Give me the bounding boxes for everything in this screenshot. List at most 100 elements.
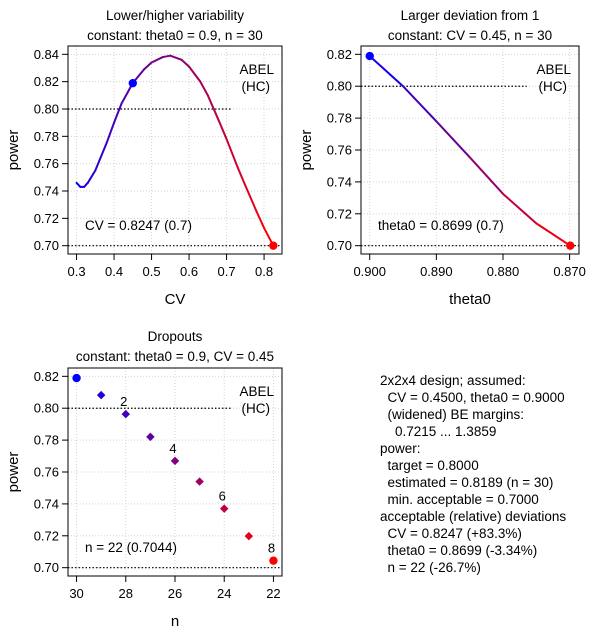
y-tick-label: 0.74: [327, 174, 352, 189]
summary-line: (widened) BE margins:: [380, 407, 525, 422]
summary-line: target = 0.8000: [380, 458, 479, 473]
y-tick-label: 0.72: [327, 206, 352, 221]
limit-annotation: n = 22 (0.7044): [85, 540, 177, 555]
x-tick-label: 30: [69, 586, 83, 601]
x-tick-label: 0.3: [68, 264, 86, 279]
power-curve-segment: [143, 61, 153, 71]
data-point: [195, 477, 204, 486]
power-curve-segment: [501, 192, 538, 225]
summary-line: estimated = 0.8189 (n = 30): [380, 475, 554, 490]
x-tick-label: 26: [168, 586, 182, 601]
power-curve-segment: [86, 169, 97, 184]
power-curve-segment: [435, 120, 471, 159]
x-tick-label: 0.880: [487, 264, 520, 279]
chart-subtitle: constant: theta0 = 0.9, CV = 0.45: [76, 349, 274, 364]
highlight-point: [566, 241, 575, 250]
point-label: 8: [268, 541, 275, 556]
x-tick-label: 22: [266, 586, 280, 601]
data-point: [146, 432, 155, 442]
x-tick-label: 0.900: [353, 264, 386, 279]
chart-title: Larger deviation from 1: [401, 8, 540, 23]
x-axis-label: n: [171, 613, 179, 630]
data-point: [121, 409, 131, 419]
data-point: [269, 556, 278, 565]
power-curve-segment: [218, 120, 228, 141]
x-tick-label: 0.8: [255, 264, 273, 279]
x-tick-label: 24: [217, 586, 231, 601]
power-curve-segment: [169, 54, 183, 61]
plot-frame: [67, 45, 283, 255]
power-curve-segment: [535, 222, 572, 247]
x-tick-label: 0.870: [553, 264, 586, 279]
x-tick-label: 0.6: [180, 264, 198, 279]
limit-annotation: theta0 = 0.8699 (0.7): [378, 218, 504, 233]
y-axis-label: power: [5, 452, 22, 493]
y-tick-label: 0.72: [34, 211, 59, 226]
power-curve-segment: [255, 210, 266, 229]
highlight-point: [128, 78, 138, 88]
power-curve-segment: [236, 166, 247, 187]
power-curve-segment: [244, 184, 258, 213]
power-curve-segment: [402, 85, 438, 123]
y-tick-label: 0.70: [34, 560, 59, 575]
x-tick-label: 0.7: [218, 264, 236, 279]
summary-line: acceptable (relative) deviations: [380, 509, 567, 524]
power-curve-segment: [206, 94, 221, 123]
power-curve-segment: [161, 54, 172, 59]
data-point: [96, 390, 106, 400]
point-label: 6: [219, 489, 226, 504]
theta0-power-panel: Larger deviation from 1 constant: CV = 0.…: [298, 8, 586, 308]
y-tick-label: 0.74: [34, 496, 59, 511]
legend-label: (HC): [242, 79, 271, 94]
x-tick-label: 0.4: [105, 264, 123, 279]
dropouts-power-panel: Dropouts constant: theta0 = 0.9, CV = 0.4…: [5, 329, 283, 630]
summary-line: 0.7215 ... 1.3859: [380, 424, 497, 439]
power-curve-segment: [105, 121, 116, 145]
y-tick-label: 0.74: [34, 184, 59, 199]
power-curve-segment: [94, 142, 108, 172]
y-tick-label: 0.78: [327, 111, 352, 126]
summary-line: CV = 0.8247 (+83.3%): [380, 526, 522, 541]
chart-title: Lower/higher variability: [106, 8, 244, 23]
x-axis-label: CV: [165, 291, 186, 308]
legend-label: (HC): [539, 79, 568, 94]
power-curve-segment: [113, 102, 123, 124]
chart-title: Dropouts: [148, 329, 203, 344]
legend-label: ABEL: [536, 62, 571, 77]
legend-label: (HC): [242, 401, 271, 416]
legend-label: ABEL: [239, 62, 274, 77]
y-tick-label: 0.82: [327, 47, 352, 62]
summary-line: CV = 0.4500, theta0 = 0.9000: [380, 390, 565, 405]
point-label: 4: [169, 441, 176, 456]
y-tick-label: 0.78: [34, 129, 59, 144]
highlight-point: [365, 51, 374, 61]
x-tick-label: 28: [119, 586, 133, 601]
power-curve-segment: [150, 56, 164, 64]
y-tick-label: 0.82: [34, 74, 59, 89]
highlight-point: [269, 241, 278, 250]
data-point: [170, 456, 180, 466]
y-tick-label: 0.80: [34, 401, 59, 416]
point-label: 2: [120, 394, 127, 409]
y-tick-label: 0.80: [34, 101, 59, 116]
power-curve-segment: [199, 80, 209, 97]
data-point: [244, 531, 254, 541]
y-tick-label: 0.70: [34, 238, 59, 253]
summary-line: min. acceptable = 0.7000: [380, 492, 539, 507]
y-tick-label: 0.76: [327, 143, 352, 158]
y-tick-label: 0.76: [34, 465, 59, 480]
y-tick-label: 0.72: [34, 528, 59, 543]
y-tick-label: 0.78: [34, 433, 59, 448]
limit-annotation: CV = 0.8247 (0.7): [85, 218, 192, 233]
chart-subtitle: constant: CV = 0.45, n = 30: [388, 28, 552, 43]
data-point: [72, 373, 81, 383]
legend-label: ABEL: [239, 384, 274, 399]
x-axis-label: theta0: [449, 291, 491, 308]
summary-line: power:: [380, 441, 421, 456]
data-point: [219, 504, 229, 513]
y-tick-label: 0.80: [327, 79, 352, 94]
summary-line: n = 22 (-26.7%): [380, 560, 481, 575]
y-tick-label: 0.82: [34, 369, 59, 384]
cv-power-panel: Lower/higher variability constant: theta0…: [5, 8, 283, 308]
power-curve-segment: [225, 138, 239, 169]
